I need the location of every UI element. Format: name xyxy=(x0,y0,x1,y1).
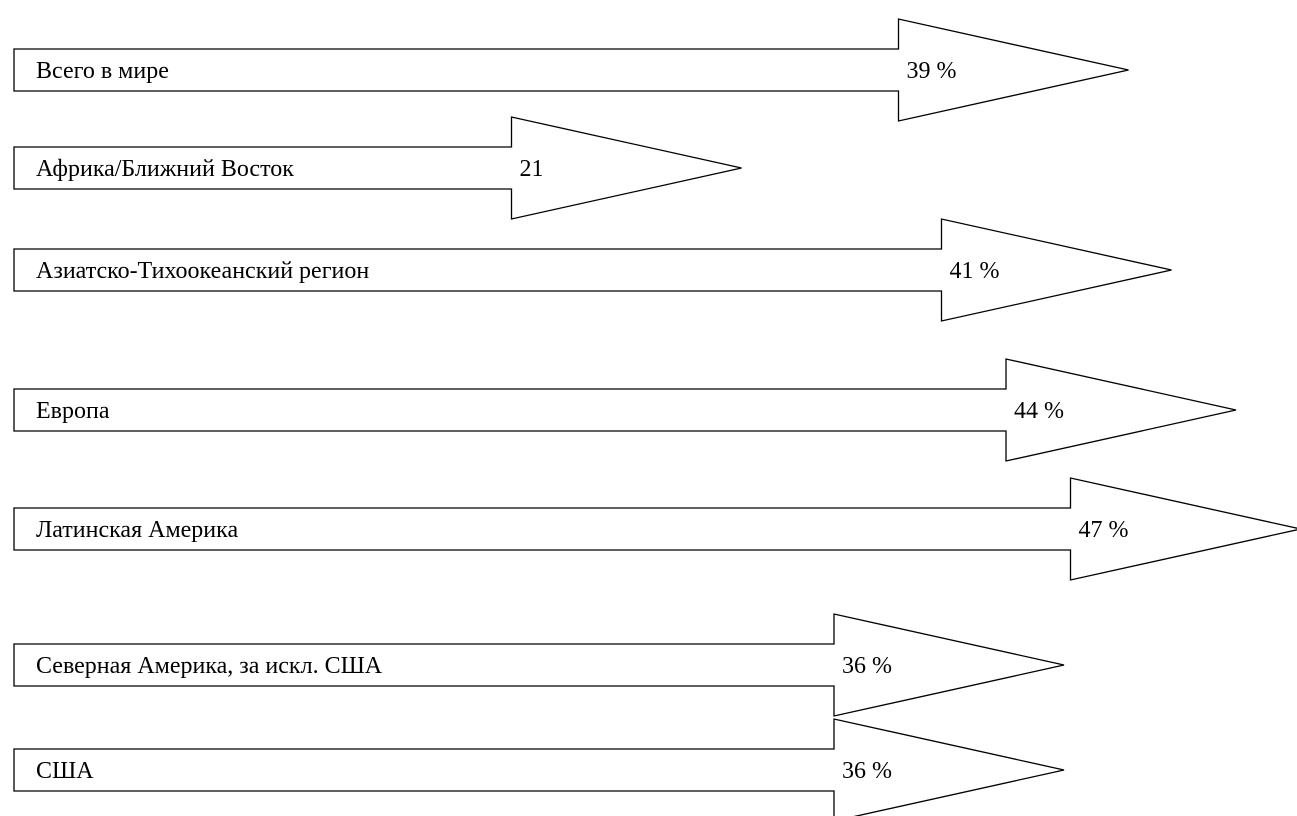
value-label: 36 % xyxy=(842,758,892,784)
value-label: 44 % xyxy=(1014,398,1064,424)
arrow-bar: Африка/Ближний Восток 21 xyxy=(13,116,742,220)
category-label: США xyxy=(36,758,94,784)
arrow-mark xyxy=(13,718,1065,816)
arrow-bar: Латинская Америка 47 % xyxy=(13,477,1297,581)
category-label: Азиатско-Тихоокеанский регион xyxy=(36,258,369,284)
category-label: Африка/Ближний Восток xyxy=(36,156,294,182)
value-label: 47 % xyxy=(1079,517,1129,543)
arrow-bar: Азиатско-Тихоокеанский регион 41 % xyxy=(13,218,1172,322)
value-label: 36 % xyxy=(842,653,892,679)
arrow-mark xyxy=(13,477,1297,581)
arrow-mark xyxy=(13,18,1129,122)
arrow-mark xyxy=(13,358,1237,462)
arrow-bar: Северная Америка, за искл. США 36 % xyxy=(13,613,1065,717)
arrow-bar: США 36 % xyxy=(13,718,1065,816)
arrow-mark xyxy=(13,116,742,220)
value-label: 39 % xyxy=(907,58,957,84)
category-label: Северная Америка, за искл. США xyxy=(36,653,383,679)
category-label: Европа xyxy=(36,398,110,424)
arrow-mark xyxy=(13,613,1065,717)
arrow-mark xyxy=(13,218,1172,322)
value-label: 41 % xyxy=(950,258,1000,284)
category-label: Всего в мире xyxy=(36,58,169,84)
value-label: 21 xyxy=(520,156,544,182)
category-label: Латинская Америка xyxy=(36,517,238,543)
arrow-bar: Всего в мире 39 % xyxy=(13,18,1129,122)
arrow-bar: Европа 44 % xyxy=(13,358,1237,462)
